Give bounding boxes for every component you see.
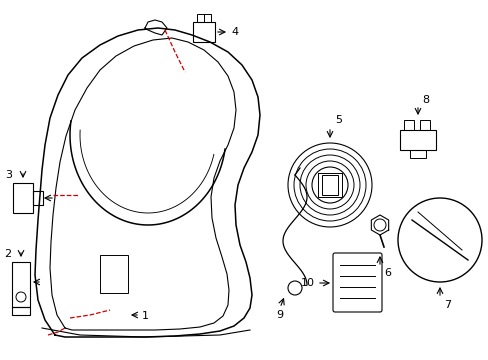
Bar (33, 191, 43, 205)
Bar (12, 307, 30, 315)
Bar (419, 120, 429, 130)
Text: 4: 4 (230, 27, 238, 37)
Text: 8: 8 (421, 95, 428, 105)
Bar (12, 262, 30, 307)
Text: 10: 10 (301, 278, 314, 288)
Bar (403, 120, 413, 130)
Text: 1: 1 (142, 311, 149, 321)
Bar (13, 183, 33, 213)
Text: 7: 7 (443, 300, 450, 310)
Bar (203, 14, 210, 22)
Bar (409, 150, 425, 158)
Bar (193, 22, 215, 42)
Bar (399, 130, 435, 150)
Text: 5: 5 (334, 115, 341, 125)
Text: 6: 6 (383, 268, 390, 278)
Text: 3: 3 (5, 170, 13, 180)
Bar (321, 175, 337, 195)
Bar (197, 14, 203, 22)
Text: 9: 9 (276, 310, 283, 320)
Bar (100, 255, 128, 293)
Text: 2: 2 (4, 249, 12, 259)
